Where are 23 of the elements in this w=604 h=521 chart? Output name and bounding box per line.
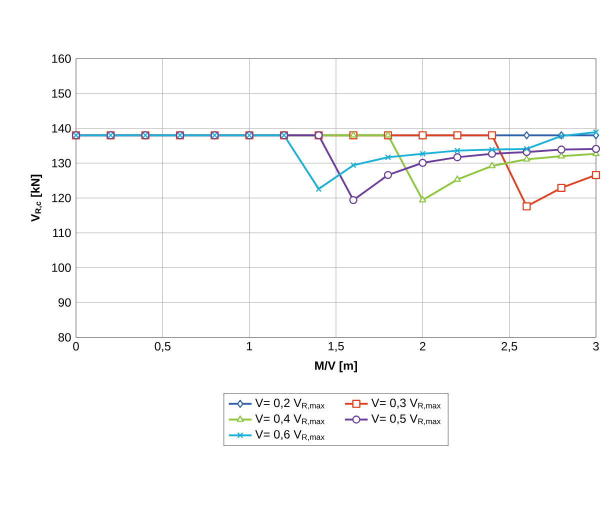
y-tick-label: 160 bbox=[52, 54, 71, 63]
legend-label: V= 0,4 V$_{R,max}$ bbox=[255, 414, 325, 425]
x-tick-label: 2,5 bbox=[502, 342, 518, 352]
x-tick-label: 0,5 bbox=[154, 342, 171, 352]
y-tick-label: 90 bbox=[58, 298, 71, 307]
x-tick-label: 1,5 bbox=[328, 342, 344, 352]
y-tick-label: 120 bbox=[52, 194, 71, 202]
x-tick-label: 1 bbox=[246, 342, 252, 350]
y-tick-label: 100 bbox=[52, 263, 71, 272]
x-tick-label: 0 bbox=[73, 342, 79, 350]
y-tick-label: 110 bbox=[53, 228, 71, 237]
x-tick-label: 3 bbox=[593, 342, 599, 350]
y-tick-label: 150 bbox=[52, 89, 71, 98]
legend-label: V= 0,5 V$_{R,max}$ bbox=[371, 414, 441, 425]
legend-label: V= 0,3 V$_{R,max}$ bbox=[371, 398, 441, 410]
y-tick-label: 140 bbox=[52, 124, 71, 132]
x-tick-label: 2 bbox=[420, 342, 426, 350]
y-tick-label: 130 bbox=[52, 158, 71, 168]
legend-label: V= 0,6 V$_{R,max}$ bbox=[255, 430, 325, 441]
x-axis-title: M/V [m] bbox=[315, 360, 357, 372]
y-tick-label: 80 bbox=[58, 332, 71, 342]
legend-label: V= 0,2 V$_{R,max}$ bbox=[255, 398, 325, 410]
y-axis-title: V$_{R,c}$ [kN] bbox=[30, 174, 42, 222]
